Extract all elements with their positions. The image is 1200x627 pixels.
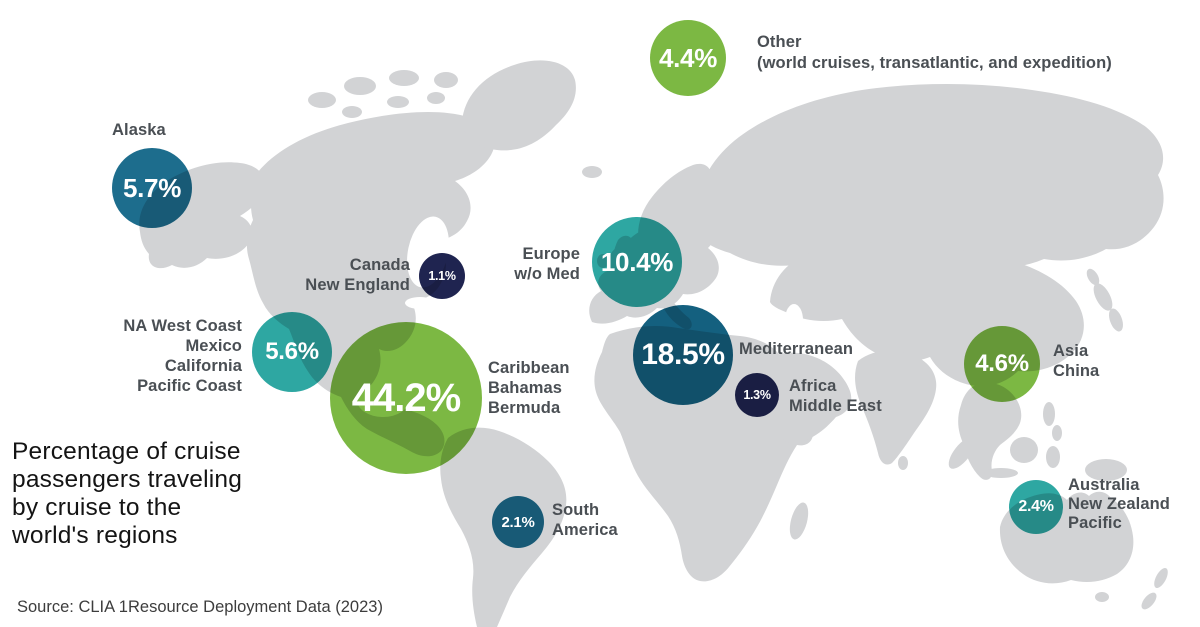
bubble-alaska: 5.7% [112,148,192,228]
bubble-fill [492,496,544,548]
bubble-fill [1009,480,1063,534]
bubble-fill [650,20,726,96]
bubble-africa-middle-east: 1.3% [735,373,779,417]
bubble-fill [330,322,482,474]
region-label-south-america: South America [552,501,618,539]
bubble-fill [419,253,465,299]
bubble-value: 10.4% [600,246,674,277]
bubble-value: 2.4% [1018,498,1054,515]
bubble-caribbean: 44.2% [330,322,482,474]
bubble-value: 1.1% [428,269,456,283]
bubble-other: 4.4% [650,20,726,96]
region-label-na-west-coast: NA West Coast Mexico California Pacific … [123,317,242,395]
bubble-south-america: 2.1% [492,496,544,548]
region-label-caribbean: Caribbean Bahamas Bermuda [488,359,570,417]
region-label-mediterranean: Mediterranean [739,340,854,358]
region-label-canada-new-england: Canada New England [305,256,410,294]
bubble-fill [735,373,779,417]
bubble-fill [252,312,332,392]
bubble-value: 44.2% [351,375,461,420]
region-label-asia-china: Asia China [1053,342,1100,380]
region-label-alaska: Alaska [112,121,166,139]
bubble-fill [633,305,733,405]
bubble-fill [592,217,682,307]
bubble-value: 4.6% [975,350,1029,377]
region-label-australia-nz: Australia New Zealand Pacific [1068,476,1170,532]
bubble-fill [964,326,1040,402]
source-note: Source: CLIA 1Resource Deployment Data (… [17,598,383,616]
bubble-na-west-coast: 5.6% [252,312,332,392]
chart-title: Percentage of cruise passengers travelin… [12,438,243,549]
bubble-europe-wo-med: 10.4% [592,217,682,307]
region-label-other: Other (world cruises, transatlantic, and… [757,33,1112,72]
bubble-fill [112,148,192,228]
region-label-europe-wo-med: Europe w/o Med [514,245,580,283]
bubble-value: 5.7% [122,172,182,203]
region-label-africa-middle-east: Africa Middle East [789,377,882,415]
bubble-value: 4.4% [658,42,718,73]
bubble-canada-new-england: 1.1% [419,253,465,299]
bubble-value: 1.3% [743,388,771,402]
bubble-value: 5.6% [265,338,319,365]
bubble-australia-nz: 2.4% [1009,480,1063,534]
bubble-value: 2.1% [501,513,535,531]
bubble-asia-china: 4.6% [964,326,1040,402]
bubble-mediterranean: 18.5% [633,305,733,405]
bubble-value: 18.5% [641,338,725,371]
